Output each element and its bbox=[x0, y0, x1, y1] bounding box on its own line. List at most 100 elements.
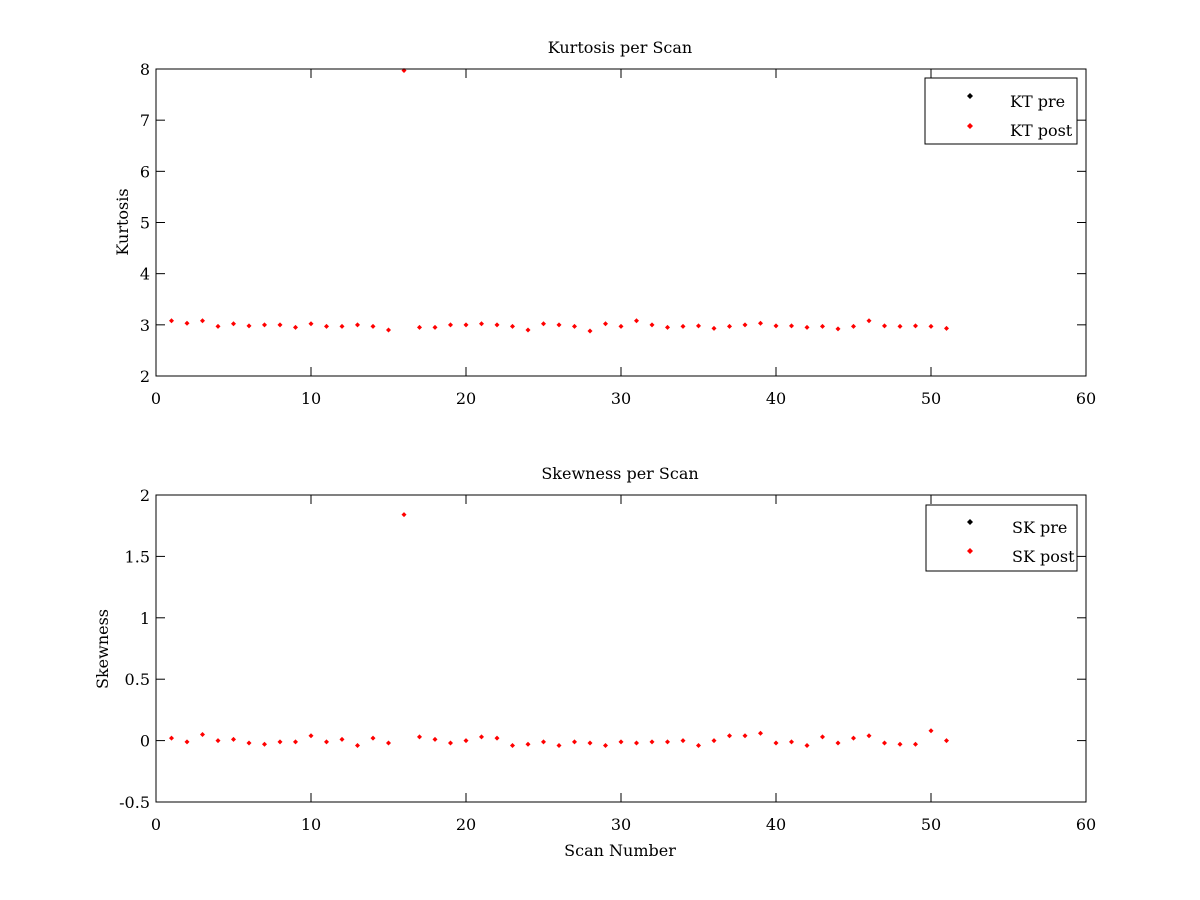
kurtosis-series-1-point bbox=[773, 323, 779, 329]
kurtosis-series-1-point bbox=[541, 321, 546, 327]
skewness-legend-marker-post bbox=[967, 548, 973, 554]
skewness-series-1-point bbox=[913, 741, 918, 747]
kurtosis-series-1-point bbox=[324, 323, 329, 329]
kurtosis-series-1-point bbox=[231, 321, 236, 327]
kurtosis-series-1-point bbox=[928, 323, 934, 329]
kurtosis-y-tick-label: 6 bbox=[140, 162, 150, 181]
skewness-series-1-point bbox=[324, 739, 329, 745]
kurtosis-series-1-point bbox=[680, 323, 686, 329]
kurtosis-series-1-point bbox=[696, 323, 701, 329]
kurtosis-x-tick-label: 20 bbox=[456, 389, 476, 408]
kurtosis-series-1-point bbox=[851, 323, 856, 329]
skewness-series-1-point bbox=[711, 738, 717, 744]
kurtosis-ticks: 0 10 20 30 40 50 60 2 3 4 5 6 7 8 bbox=[140, 60, 1096, 408]
kurtosis-plot-frame bbox=[155, 68, 1087, 377]
kurtosis-series-1-point bbox=[758, 320, 763, 326]
kurtosis-series-1-point bbox=[835, 326, 841, 332]
skewness-series-1-point bbox=[339, 736, 345, 742]
kurtosis-series-1-point bbox=[665, 324, 670, 330]
kurtosis-x-tick-label: 30 bbox=[611, 389, 631, 408]
skewness-series-1-point bbox=[665, 739, 670, 745]
skewness-points bbox=[169, 512, 949, 749]
skewness-y-tick-label: -0.5 bbox=[119, 793, 150, 812]
skewness-legend: SK pre SK post bbox=[925, 504, 1078, 572]
skewness-series-1-point bbox=[169, 735, 174, 741]
skewness-series-1-point bbox=[835, 740, 841, 746]
skewness-series-1-point bbox=[804, 743, 810, 749]
kurtosis-legend-marker-pre bbox=[967, 93, 973, 99]
skewness-series-1-point bbox=[556, 743, 562, 749]
skewness-series-1-point bbox=[727, 733, 732, 739]
skewness-series-1-point bbox=[463, 738, 469, 744]
skewness-x-tick-label: 20 bbox=[456, 815, 476, 834]
kurtosis-y-tick-label: 8 bbox=[140, 60, 150, 79]
skewness-series-1-point bbox=[355, 743, 360, 749]
kurtosis-series-1-point bbox=[215, 323, 221, 329]
kurtosis-panel: Kurtosis per Scan Kurtosis 0 10 20 30 40 50 60… bbox=[113, 38, 1096, 408]
kurtosis-series-1-point bbox=[479, 321, 484, 327]
kurtosis-series-1-point bbox=[339, 323, 345, 329]
kurtosis-series-1-point bbox=[897, 323, 903, 329]
skewness-series-1-point bbox=[820, 734, 825, 740]
skewness-y-tick-label: 1 bbox=[140, 609, 150, 628]
skewness-series-1-point bbox=[603, 743, 608, 749]
kurtosis-series-1-point bbox=[587, 328, 593, 334]
skewness-series-1-point bbox=[866, 733, 872, 739]
kurtosis-series-1-point bbox=[308, 321, 314, 327]
skewness-x-tick-label: 30 bbox=[611, 815, 631, 834]
skewness-series-1-point bbox=[742, 733, 748, 739]
kurtosis-series-1-point bbox=[169, 318, 174, 324]
skewness-series-1-point bbox=[246, 740, 252, 746]
kurtosis-series-1-point bbox=[417, 324, 422, 330]
skewness-plot-frame bbox=[155, 494, 1087, 803]
kurtosis-series-1-point bbox=[727, 323, 732, 329]
skewness-series-1-point bbox=[448, 740, 453, 746]
kurtosis-legend-label-post: KT post bbox=[1010, 121, 1073, 140]
kurtosis-series-1-point bbox=[804, 324, 810, 330]
kurtosis-series-1-point bbox=[355, 322, 360, 328]
skewness-series-1-point bbox=[758, 730, 763, 736]
kurtosis-points bbox=[169, 68, 949, 334]
kurtosis-series-1-point bbox=[572, 323, 577, 329]
kurtosis-series-1-point bbox=[649, 322, 655, 328]
kurtosis-series-1-point bbox=[448, 322, 453, 328]
skewness-series-1-point bbox=[308, 733, 314, 739]
skewness-series-1-point bbox=[262, 741, 267, 747]
skewness-series-1-point bbox=[231, 736, 236, 742]
kurtosis-series-1-point bbox=[494, 322, 500, 328]
kurtosis-series-1-point bbox=[882, 323, 887, 329]
kurtosis-y-tick-label: 7 bbox=[140, 111, 150, 130]
skewness-series-1-point bbox=[525, 741, 531, 747]
kurtosis-series-1-point bbox=[866, 318, 872, 324]
kurtosis-series-1-point bbox=[386, 327, 391, 333]
skewness-series-1-point bbox=[851, 735, 856, 741]
kurtosis-series-1-point bbox=[293, 324, 298, 330]
kurtosis-legend-marker-post bbox=[967, 123, 973, 129]
skewness-series-1-point bbox=[293, 739, 298, 745]
skewness-legend-marker-pre bbox=[967, 519, 973, 525]
kurtosis-title: Kurtosis per Scan bbox=[548, 38, 692, 57]
kurtosis-x-tick-label: 50 bbox=[921, 389, 941, 408]
skewness-y-tick-label: 0 bbox=[140, 732, 150, 751]
skewness-series-1-point bbox=[184, 739, 190, 745]
kurtosis-series-1-point bbox=[913, 323, 918, 329]
kurtosis-series-1-point bbox=[510, 323, 515, 329]
skewness-x-tick-label: 60 bbox=[1076, 815, 1096, 834]
skewness-series-1-point bbox=[494, 735, 500, 741]
skewness-x-axis-label: Scan Number bbox=[564, 841, 676, 860]
skewness-legend-label-post: SK post bbox=[1012, 547, 1075, 566]
skewness-series-1-point bbox=[200, 731, 205, 737]
skewness-series-1-point bbox=[944, 738, 949, 744]
kurtosis-series-1-point bbox=[618, 323, 624, 329]
kurtosis-series-1-point bbox=[525, 327, 531, 333]
skewness-x-tick-label: 0 bbox=[151, 815, 161, 834]
kurtosis-x-tick-label: 10 bbox=[301, 389, 321, 408]
kurtosis-series-1-point bbox=[603, 321, 608, 327]
skewness-series-1-point bbox=[432, 736, 438, 742]
kurtosis-series-1-point bbox=[184, 320, 190, 326]
skewness-series-1-point bbox=[510, 743, 515, 749]
skewness-ticks: 0 10 20 30 40 50 60-0.500.511.52 bbox=[119, 486, 1096, 834]
kurtosis-series-1-point bbox=[789, 323, 794, 329]
